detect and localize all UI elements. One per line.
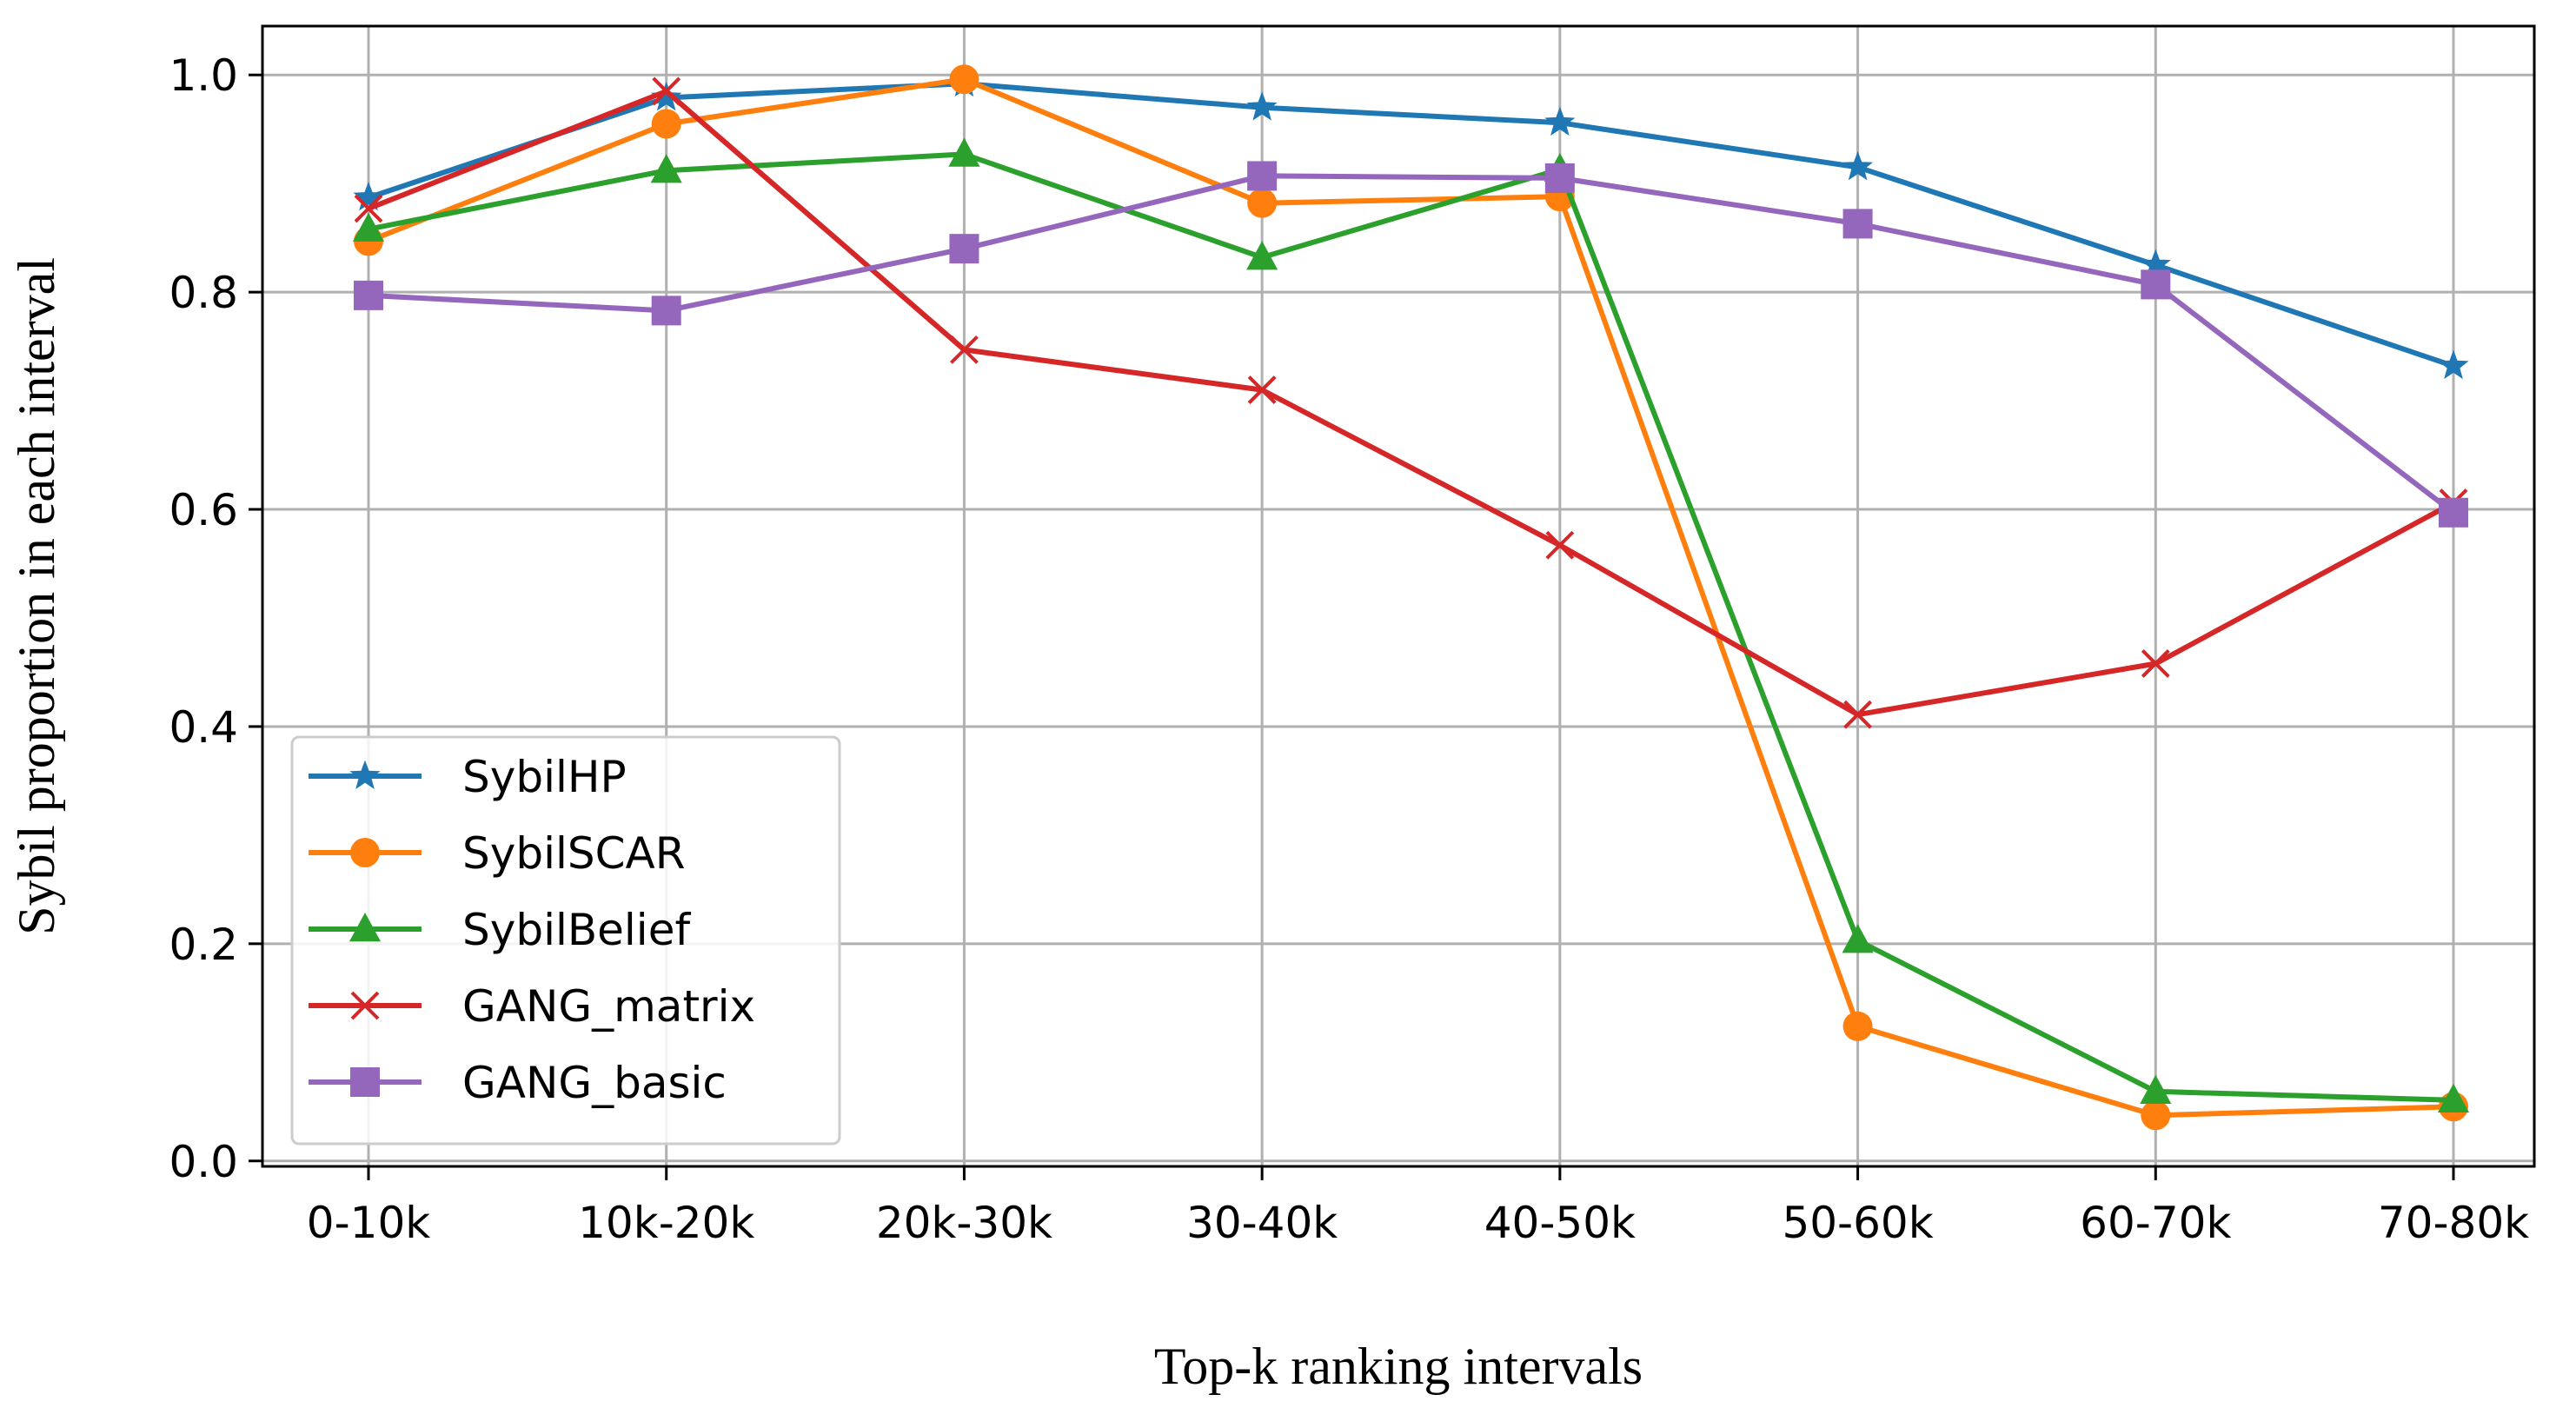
axis-ticks: 0-10k 10k-20k 20k-30k 30-40k 40-50k 50-60k 60-… — [169, 50, 2529, 1248]
legend-label-gang-basic: GANG_basic — [462, 1058, 727, 1108]
series-sybilbelief — [352, 137, 2470, 1113]
data-point-sybilhp — [1842, 150, 1874, 181]
x-tick-label: 10k-20k — [578, 1198, 754, 1248]
x-axis-title: Top-k ranking intervals — [1154, 1338, 1643, 1395]
legend-label-sybilscar: SybilSCAR — [462, 828, 685, 879]
data-point-gang-matrix — [1843, 700, 1872, 729]
legend-marker-sybilbelief — [349, 913, 382, 942]
data-point-sybilscar — [949, 64, 979, 95]
data-point-sybilhp — [2438, 349, 2469, 380]
data-point-gang-matrix — [652, 76, 681, 106]
data-point-gang-basic — [1544, 163, 1575, 193]
y-tick-label: 1.0 — [169, 50, 238, 101]
data-point-sybilscar — [1247, 188, 1278, 218]
data-point-sybilbelief — [1246, 241, 1278, 270]
plot-frame — [261, 24, 2536, 1168]
data-point-gang-basic — [354, 280, 383, 310]
data-point-sybilbelief — [352, 212, 385, 242]
data-point-gang-basic — [1247, 161, 1278, 191]
data-point-sybilhp — [1246, 91, 1278, 121]
data-point-gang-basic — [1842, 209, 1873, 239]
series-line-sybilhp — [368, 81, 2454, 369]
data-point-gang-basic — [2141, 269, 2171, 300]
legend-label-sybilhp: SybilHP — [462, 752, 627, 802]
x-tick-label: 50-60k — [1782, 1198, 1933, 1248]
x-tick-label: 70-80k — [2378, 1198, 2529, 1248]
plot-series — [352, 64, 2470, 1131]
y-tick-label: 0.0 — [169, 1137, 238, 1187]
data-point-gang-basic — [949, 234, 979, 264]
x-tick-label: 60-70k — [2080, 1198, 2231, 1248]
legend-label-gang-matrix: GANG_matrix — [462, 981, 755, 1032]
legend-box — [290, 735, 841, 1146]
data-point-gang-matrix — [2141, 649, 2170, 678]
data-point-sybilhp — [1544, 106, 1576, 136]
data-point-sybilbelief — [1842, 924, 1874, 953]
series-line-sybilbelief — [368, 151, 2454, 1103]
series-line-sybilscar — [367, 76, 2454, 1119]
y-tick-label: 0.6 — [169, 485, 238, 535]
data-point-gang-matrix — [950, 335, 979, 364]
data-point-sybilbelief — [2437, 1083, 2470, 1113]
data-point-sybilscar — [1842, 1011, 1873, 1041]
legend: SybilHP SybilSCAR SybilBelief GANG_matrix GA… — [290, 735, 841, 1146]
data-point-sybilscar — [651, 109, 681, 139]
series-line-gang-basic — [368, 173, 2455, 515]
data-point-sybilhp — [353, 181, 384, 211]
x-tick-label: 40-50k — [1484, 1198, 1636, 1248]
series-line-gang-matrix — [367, 89, 2455, 718]
x-tick-label: 30-40k — [1186, 1198, 1338, 1248]
legend-marker-gang-matrix — [350, 991, 380, 1020]
legend-marker-sybilhp — [349, 760, 381, 789]
y-tick-label: 0.4 — [169, 702, 238, 753]
data-point-sybilbelief — [2140, 1074, 2172, 1105]
x-tick-label: 0-10k — [307, 1198, 430, 1248]
data-point-gang-matrix — [1247, 375, 1277, 405]
data-point-gang-matrix — [1545, 530, 1575, 560]
data-point-sybilbelief — [948, 137, 980, 167]
y-tick-label: 0.8 — [169, 268, 238, 318]
y-tick-label: 0.2 — [169, 920, 238, 970]
data-point-gang-basic — [651, 296, 681, 326]
series-gang-basic — [354, 161, 2468, 528]
x-tick-label: 20k-30k — [876, 1198, 1052, 1248]
data-point-gang-matrix — [354, 194, 383, 223]
data-point-gang-basic — [2439, 497, 2468, 528]
data-point-sybilscar — [2141, 1100, 2171, 1131]
y-axis-title: Sybil proportion in each interval — [8, 257, 65, 935]
series-gang-matrix — [354, 76, 2468, 729]
legend-marker-gang-basic — [350, 1067, 380, 1097]
legend-label-sybilbelief: SybilBelief — [462, 905, 691, 955]
legend-marker-sybilscar — [350, 838, 380, 867]
data-point-sybilbelief — [650, 154, 682, 183]
